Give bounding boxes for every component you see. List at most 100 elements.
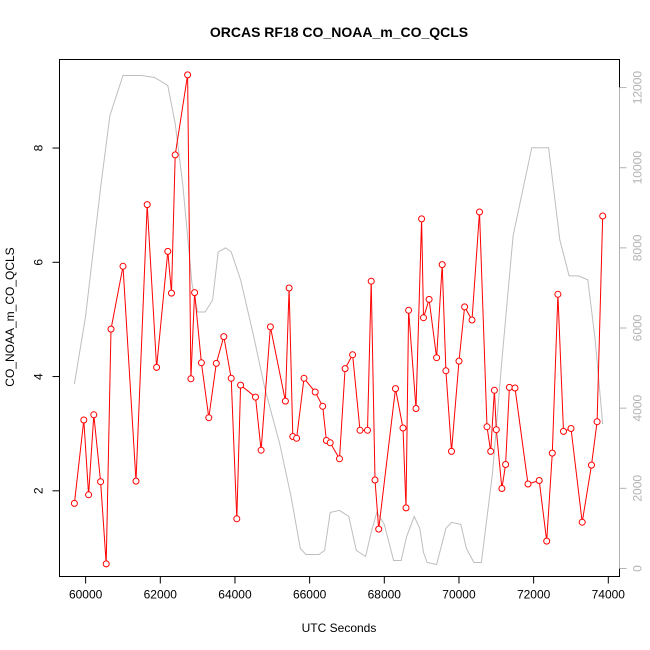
co-line-segment <box>296 378 305 439</box>
co-line-segment <box>215 336 225 364</box>
co-point <box>492 426 500 434</box>
co-line-segment <box>395 388 404 429</box>
co-point <box>524 480 532 488</box>
co-point <box>97 478 105 486</box>
co-line-segment <box>135 204 148 482</box>
y2-tick-label: 6000 <box>631 314 645 341</box>
co-line-segment <box>156 251 169 368</box>
co-point <box>588 461 595 469</box>
co-line-segment <box>339 368 346 459</box>
co-line-segment <box>486 426 492 452</box>
co-point <box>405 306 413 314</box>
co-point <box>233 515 241 523</box>
co-line-segment <box>187 74 192 379</box>
co-point <box>171 151 179 159</box>
co-line-segment <box>557 294 564 432</box>
co-line-segment <box>367 281 372 431</box>
co-line-segment <box>288 287 294 437</box>
co-point <box>483 423 491 431</box>
co-line-segment <box>408 310 417 409</box>
co-point <box>425 295 433 303</box>
co-point <box>164 247 172 255</box>
plot-area <box>70 71 607 568</box>
co-point <box>184 71 192 79</box>
co-line-segment <box>322 406 327 441</box>
co-point <box>80 416 88 424</box>
co-line-segment <box>73 419 85 504</box>
y-tick-label: 2 <box>32 487 46 494</box>
co-line-segment <box>415 218 423 409</box>
co-line-segment <box>445 370 452 452</box>
co-line-segment <box>505 387 510 465</box>
co-line-segment <box>471 211 480 321</box>
co-point <box>257 446 265 454</box>
co-line-segment <box>458 306 466 362</box>
chart-title: ORCAS RF18 CO_NOAA_m_CO_QCLS <box>210 24 468 40</box>
co-line-segment <box>570 428 583 523</box>
co-point <box>418 215 426 223</box>
co-point <box>293 434 301 442</box>
co-line-segment <box>88 414 95 495</box>
altitude-line <box>73 75 604 566</box>
x-tick-label: 62000 <box>144 588 178 602</box>
x-axis-label: UTC Seconds <box>302 621 377 635</box>
co-line-segment <box>451 361 460 452</box>
co-point <box>153 363 161 371</box>
co-point <box>487 447 495 455</box>
co-point <box>367 277 375 285</box>
co-point <box>554 290 562 298</box>
co-line-segment <box>436 264 443 358</box>
co-line-segment <box>538 480 548 542</box>
co-point <box>599 212 607 220</box>
co-line-segment <box>93 414 102 482</box>
co-line-segment <box>200 362 210 418</box>
x-tick-label: 74000 <box>592 588 626 602</box>
co-line-segment <box>284 287 290 402</box>
co-point <box>560 427 567 435</box>
co-line-segment <box>269 326 286 402</box>
co-point <box>371 476 379 484</box>
co-point <box>319 402 327 410</box>
co-line-segment <box>596 215 604 422</box>
co-point <box>212 359 220 367</box>
co-line-segment <box>171 154 176 294</box>
co-line-segment <box>190 292 196 379</box>
co-line-segment <box>105 329 112 564</box>
co-line-segment <box>122 266 137 482</box>
co-point <box>168 289 175 297</box>
x-tick-label: 64000 <box>218 588 252 602</box>
co-point <box>455 357 463 365</box>
co-line-segment <box>490 390 495 452</box>
co-line-segment <box>255 397 262 451</box>
co-point <box>197 359 205 367</box>
co-point <box>266 323 274 331</box>
co-line-segment <box>514 387 529 485</box>
co-line-segment <box>100 481 107 564</box>
co-point <box>468 316 476 324</box>
co-line-segment <box>194 292 202 363</box>
y2-tick-label: 10000 <box>631 151 645 185</box>
co-point <box>237 381 245 389</box>
co-point <box>498 485 506 492</box>
co-point <box>438 261 446 269</box>
co-point <box>300 374 308 382</box>
co-point <box>490 386 498 394</box>
co-point <box>356 426 364 434</box>
co-point <box>375 525 383 533</box>
co-line-segment <box>501 464 507 489</box>
co-point <box>326 439 334 447</box>
co-point <box>442 367 450 375</box>
co-point <box>220 333 228 341</box>
co-point <box>187 375 195 383</box>
x-tick-label: 68000 <box>368 588 402 602</box>
co-line-segment <box>493 390 497 430</box>
x-tick-label: 72000 <box>517 588 551 602</box>
co-line-segment <box>230 378 238 519</box>
co-point <box>119 262 127 270</box>
co-point <box>543 537 551 545</box>
co-point <box>285 284 293 292</box>
co-point <box>336 455 343 463</box>
co-point <box>420 314 427 322</box>
co-line-segment <box>167 251 172 294</box>
